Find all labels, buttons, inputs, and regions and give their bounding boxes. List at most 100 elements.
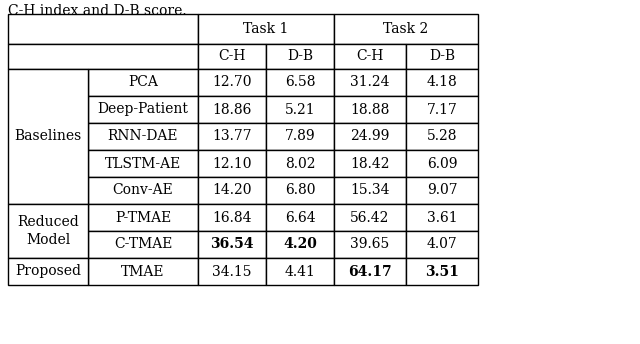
Bar [266,44,334,69]
Text: 39.65: 39.65 [350,237,390,251]
Text: 4.07: 4.07 [427,237,458,251]
Bar [406,96,478,123]
Text: Task 1: Task 1 [243,22,289,36]
Text: C-H: C-H [218,50,246,64]
Bar [406,231,478,258]
Text: 14.20: 14.20 [212,183,252,197]
Text: Deep-Patient: Deep-Patient [97,103,188,117]
Text: TMAE: TMAE [121,265,164,279]
Text: D-B: D-B [287,50,313,64]
Bar [266,231,334,258]
Bar [198,123,266,150]
Text: Task 2: Task 2 [383,22,429,36]
Bar [266,204,334,231]
Bar [406,177,478,204]
Text: 8.02: 8.02 [285,157,316,171]
Bar [8,258,88,285]
Text: 4.18: 4.18 [427,75,458,89]
Bar [266,123,334,150]
Bar [198,44,266,69]
Bar [406,204,478,231]
Bar [198,258,266,285]
Text: Proposed: Proposed [15,265,81,279]
Text: 5.28: 5.28 [427,129,457,143]
Bar [198,177,266,204]
Text: 34.15: 34.15 [212,265,252,279]
Bar [88,177,198,204]
Text: 6.64: 6.64 [285,211,316,225]
Text: C-H: C-H [356,50,384,64]
Text: D-B: D-B [429,50,455,64]
Text: P-TMAE: P-TMAE [115,211,171,225]
Bar [334,150,406,177]
Bar [88,231,198,258]
Bar [198,14,334,44]
Text: 36.54: 36.54 [211,237,253,251]
Text: 13.77: 13.77 [212,129,252,143]
Text: 5.21: 5.21 [285,103,316,117]
Text: Conv-AE: Conv-AE [113,183,173,197]
Bar [334,123,406,150]
Text: 3.61: 3.61 [427,211,458,225]
Bar [266,177,334,204]
Bar [88,150,198,177]
Text: PCA: PCA [128,75,158,89]
Bar [406,258,478,285]
Bar [334,69,406,96]
Bar [88,204,198,231]
Text: 18.86: 18.86 [212,103,252,117]
Text: 12.10: 12.10 [212,157,252,171]
Bar [406,150,478,177]
Bar [334,14,478,44]
Text: TLSTM-AE: TLSTM-AE [105,157,181,171]
Text: 4.41: 4.41 [285,265,316,279]
Bar [88,123,198,150]
Bar [334,177,406,204]
Text: RNN-DAE: RNN-DAE [108,129,179,143]
Text: 7.17: 7.17 [427,103,458,117]
Bar [334,231,406,258]
Text: 64.17: 64.17 [348,265,392,279]
Bar [88,96,198,123]
Text: 31.24: 31.24 [350,75,390,89]
Text: 15.34: 15.34 [350,183,390,197]
Bar [334,96,406,123]
Text: 6.09: 6.09 [427,157,457,171]
Text: C-TMAE: C-TMAE [114,237,172,251]
Text: C-H index and D-B score.: C-H index and D-B score. [8,4,187,18]
Text: 56.42: 56.42 [350,211,390,225]
Bar [406,123,478,150]
Bar [198,231,266,258]
Text: 12.70: 12.70 [212,75,252,89]
Bar [8,44,198,69]
Text: 18.88: 18.88 [350,103,390,117]
Bar [266,96,334,123]
Text: Reduced
Model: Reduced Model [17,215,79,247]
Bar [266,69,334,96]
Bar [8,69,88,204]
Text: 7.89: 7.89 [285,129,316,143]
Text: 16.84: 16.84 [212,211,252,225]
Text: 6.80: 6.80 [285,183,316,197]
Bar [88,258,198,285]
Bar [334,204,406,231]
Bar [198,204,266,231]
Text: 24.99: 24.99 [350,129,390,143]
Bar [8,14,198,44]
Bar [198,96,266,123]
Bar [334,258,406,285]
Text: Baselines: Baselines [14,129,82,143]
Bar [198,69,266,96]
Text: 9.07: 9.07 [427,183,458,197]
Text: 3.51: 3.51 [425,265,459,279]
Bar [406,69,478,96]
Bar [334,44,406,69]
Bar [266,258,334,285]
Text: 6.58: 6.58 [285,75,316,89]
Text: 18.42: 18.42 [350,157,390,171]
Bar [88,69,198,96]
Bar [198,150,266,177]
Bar [8,204,88,258]
Bar [406,44,478,69]
Bar [266,150,334,177]
